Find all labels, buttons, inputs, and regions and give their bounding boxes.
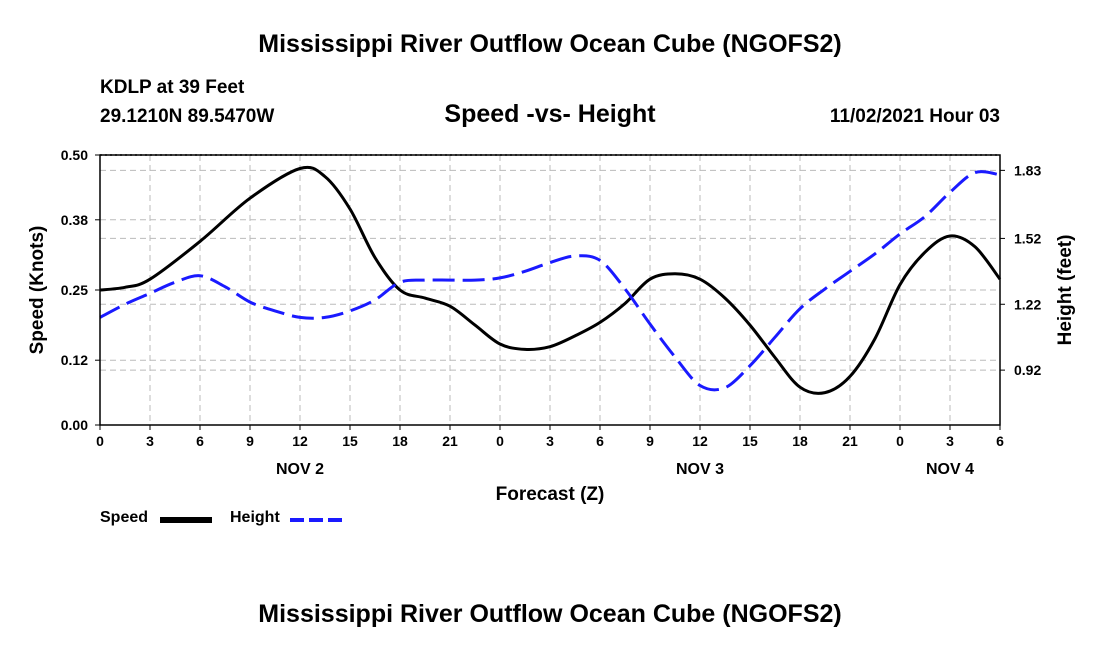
y-tick-label: 0.50 [61, 147, 88, 163]
x-tick-label: 6 [596, 433, 604, 449]
x-tick-label: 15 [742, 433, 758, 449]
x-tick-label: 3 [946, 433, 954, 449]
y-tick-label: 0.12 [61, 352, 88, 368]
y-tick-label: 0.25 [61, 282, 88, 298]
x-tick-label: 3 [146, 433, 154, 449]
x-tick-label: 0 [96, 433, 104, 449]
legend-speed-label: Speed [100, 509, 149, 526]
y-axis-title-speed: Speed (Knots) [27, 226, 48, 355]
x-axis-title: Forecast (Z) [496, 484, 605, 505]
x-tick-label: 0 [896, 433, 904, 449]
x-tick-label: 18 [792, 433, 808, 449]
forecast-datetime: 11/02/2021 Hour 03 [829, 106, 1000, 127]
x-tick-label: 6 [996, 433, 1004, 449]
legend-height-label: Height [230, 509, 280, 526]
x-tick-label: 0 [496, 433, 504, 449]
y-axis-title-height: Height (feet) [1055, 235, 1076, 346]
x-tick-label: 6 [196, 433, 204, 449]
x-tick-label: 12 [692, 433, 708, 449]
x-tick-label: 9 [246, 433, 254, 449]
y2-tick-label: 1.22 [1014, 296, 1041, 312]
y-tick-label: 0.00 [61, 417, 88, 433]
y2-tick-label: 0.92 [1014, 362, 1041, 378]
legend-height-swatch [290, 518, 344, 522]
chart-subtitle: Speed -vs- Height [444, 100, 656, 128]
chart-title-top: Mississippi River Outflow Ocean Cube (NG… [258, 30, 842, 58]
station-label: KDLP at 39 Feet [100, 77, 245, 98]
x-tick-label: 18 [392, 433, 408, 449]
day-label: NOV 4 [926, 461, 974, 478]
y2-tick-label: 1.52 [1014, 230, 1041, 246]
x-tick-label: 12 [292, 433, 308, 449]
y-tick-label: 0.38 [61, 212, 88, 228]
day-label: NOV 3 [676, 461, 724, 478]
x-tick-label: 9 [646, 433, 654, 449]
x-tick-label: 21 [842, 433, 858, 449]
grid [100, 154, 1000, 425]
axes: 0 3 6 9 12 15 18 21 0 3 6 9 12 15 18 21 0 3 6 0.00 0.12 0.25 0… [61, 147, 1042, 478]
x-tick-label: 21 [442, 433, 458, 449]
height-series-line [99, 170, 1001, 392]
y2-tick-label: 1.83 [1014, 162, 1041, 178]
chart-title-bottom: Mississippi River Outflow Ocean Cube (NG… [258, 600, 842, 628]
series-group [99, 165, 1002, 395]
x-tick-label: 3 [546, 433, 554, 449]
legend-speed-swatch [160, 517, 212, 523]
station-coordinates: 29.1210N 89.5470W [100, 106, 275, 127]
day-label: NOV 2 [276, 461, 324, 478]
speed-series-line [99, 165, 1002, 395]
x-tick-label: 15 [342, 433, 358, 449]
